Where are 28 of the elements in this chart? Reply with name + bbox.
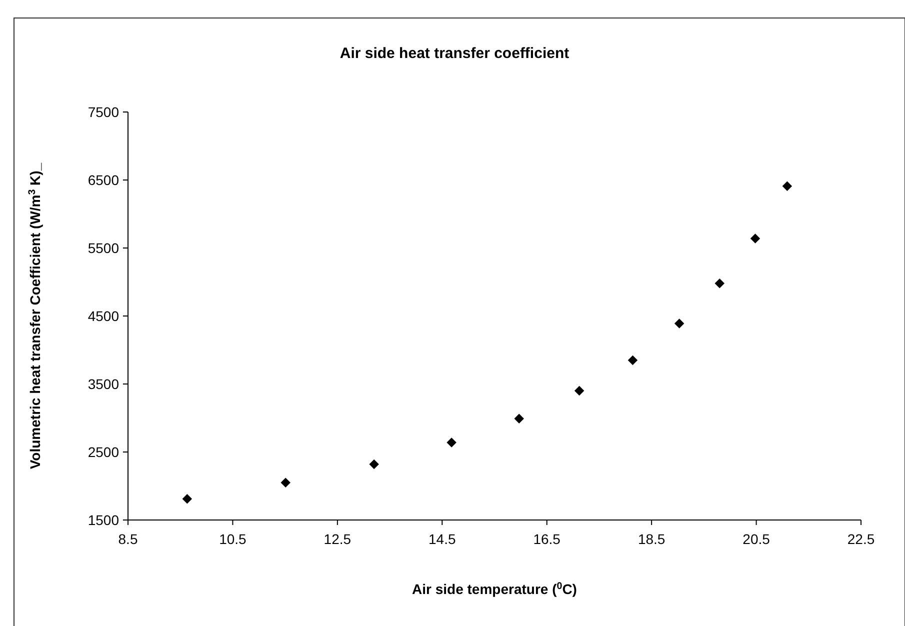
y-tick-label: 6500 (88, 172, 120, 188)
y-tick-label: 7500 (88, 104, 120, 120)
x-tick-label: 22.5 (847, 531, 875, 547)
point (714, 278, 725, 288)
y-tick-label: 4500 (88, 308, 120, 324)
point (446, 438, 456, 448)
y-tick-label: 3500 (88, 376, 120, 392)
x-tick-label: 10.5 (219, 531, 247, 547)
x-tick-label: 20.5 (742, 531, 770, 547)
y-tick-label: 5500 (88, 240, 120, 256)
point (628, 355, 638, 366)
point (280, 478, 290, 488)
point (369, 459, 379, 470)
point (674, 318, 684, 328)
x-tick-label: 18.5 (638, 531, 666, 547)
point (182, 494, 192, 504)
x-tick-label: 8.5 (118, 531, 138, 547)
x-tick-label: 12.5 (324, 531, 352, 547)
chart-title: Air side heat transfer coefficient (340, 45, 570, 62)
x-axis-title: Air side temperature ($^{0}$C) (412, 580, 577, 597)
point (782, 181, 792, 191)
point (514, 414, 524, 424)
y-tick-label: 2500 (88, 444, 120, 460)
y-tick-label: 1500 (88, 512, 120, 528)
point (574, 386, 584, 396)
x-tick-label: 16.5 (533, 531, 561, 547)
x-tick-label: 14.5 (428, 531, 456, 547)
point (750, 234, 760, 244)
